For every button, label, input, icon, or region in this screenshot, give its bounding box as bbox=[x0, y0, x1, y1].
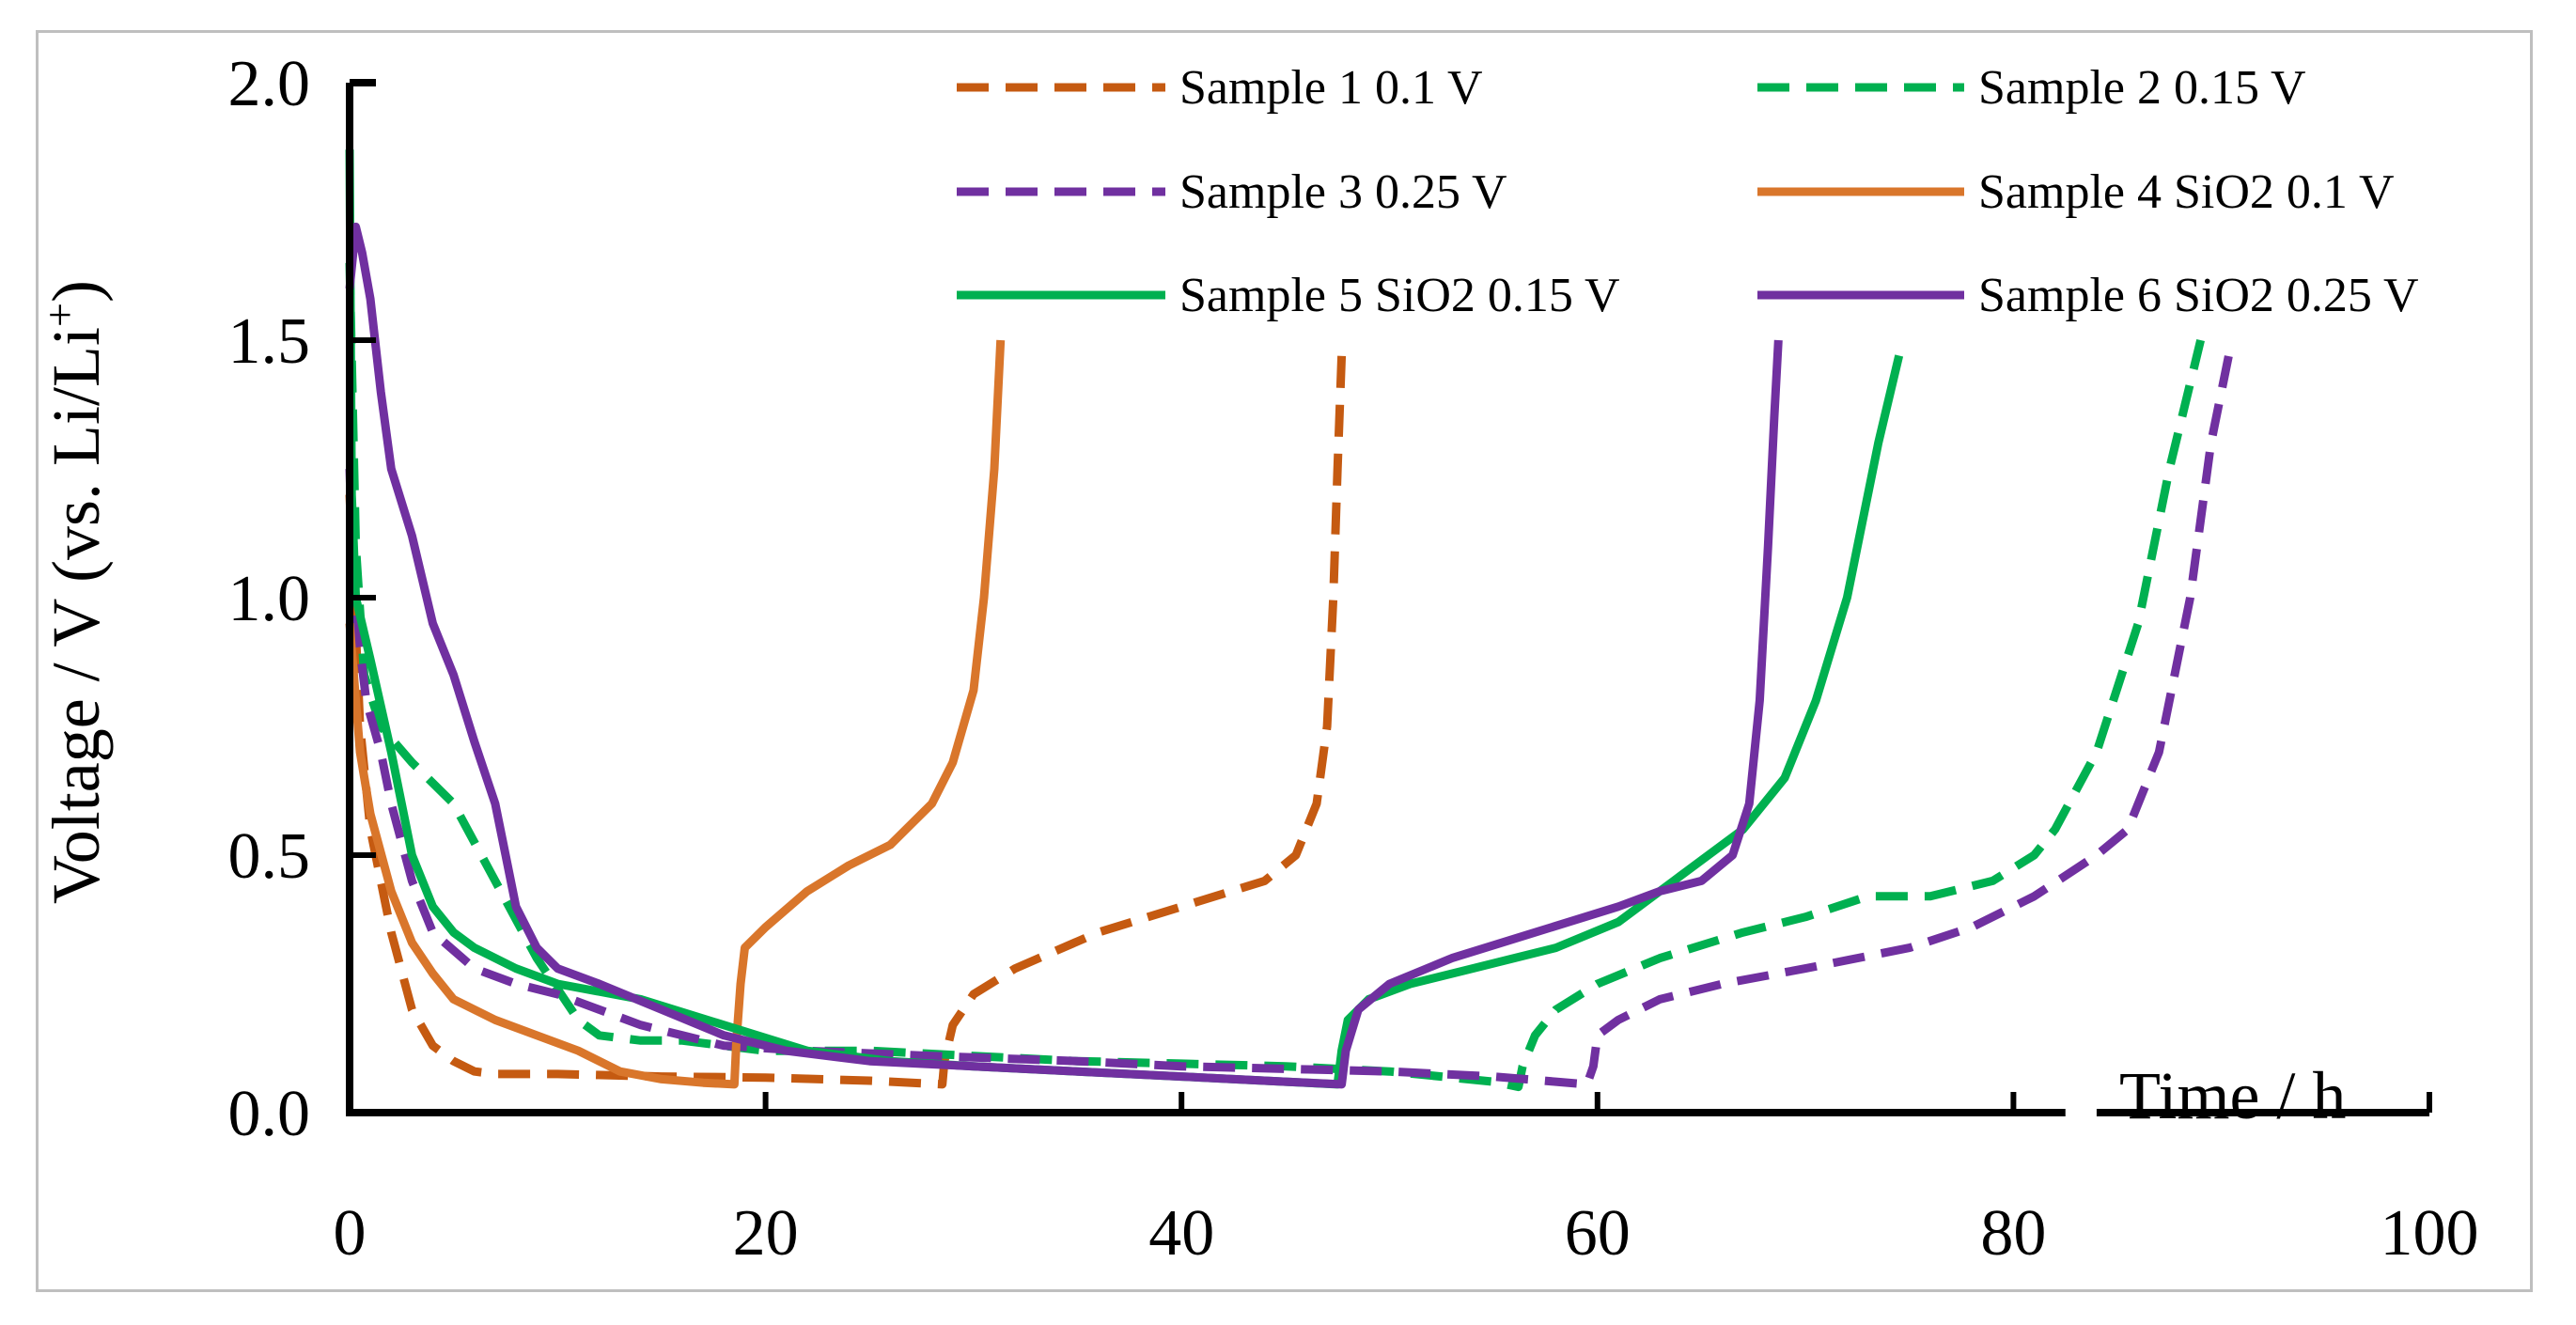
ticks-layer: 0.0 0.5 1.0 1.5 2.0 0 20 40 60 80 100 bbox=[228, 48, 2479, 1270]
legend-label: Sample 2 0.15 V bbox=[1978, 61, 2306, 115]
legend-label: Sample 1 0.1 V bbox=[1179, 61, 1483, 115]
legend: Sample 1 0.1 V Sample 2 0.15 V Sample 3 0.… bbox=[957, 61, 2419, 322]
x-axis-title: Time / h bbox=[2119, 1058, 2346, 1133]
series-layer bbox=[345, 149, 2237, 1092]
series-line bbox=[345, 222, 1783, 1089]
series-line bbox=[345, 149, 1904, 1089]
y-axis-title: Voltage / V (vs. Li/Li+) bbox=[36, 280, 114, 904]
series-line bbox=[345, 339, 1006, 1089]
x-tick-label: 60 bbox=[1565, 1197, 1631, 1270]
y-axis-title-main: Voltage / V (vs. Li/Li bbox=[39, 327, 114, 904]
y-axis-title-superscript: + bbox=[36, 303, 84, 327]
y-tick-label: 1.0 bbox=[228, 563, 311, 635]
y-tick-label: 1.5 bbox=[228, 305, 311, 378]
x-tick-label: 20 bbox=[733, 1197, 799, 1270]
x-tick-label: 40 bbox=[1148, 1197, 1214, 1270]
legend-label: Sample 5 SiO2 0.15 V bbox=[1179, 269, 1620, 322]
y-tick-label: 2.0 bbox=[228, 48, 311, 120]
series-line bbox=[345, 262, 2205, 1092]
series-line bbox=[345, 355, 1347, 1089]
series-line bbox=[345, 339, 2237, 1089]
legend-label: Sample 4 SiO2 0.1 V bbox=[1978, 165, 2395, 219]
x-tick-label: 100 bbox=[2381, 1197, 2479, 1270]
chart-frame bbox=[36, 30, 2533, 1292]
x-axis-gap bbox=[2065, 1105, 2097, 1120]
y-tick-label: 0.5 bbox=[228, 820, 311, 893]
x-tick-label: 0 bbox=[334, 1197, 367, 1270]
x-tick-label: 80 bbox=[1980, 1197, 2046, 1270]
legend-label: Sample 6 SiO2 0.25 V bbox=[1978, 269, 2419, 322]
axes-layer bbox=[346, 79, 2429, 1116]
y-tick-label: 0.0 bbox=[228, 1078, 311, 1150]
legend-label: Sample 3 0.25 V bbox=[1179, 165, 1507, 219]
y-axis-title-end: ) bbox=[39, 280, 114, 303]
